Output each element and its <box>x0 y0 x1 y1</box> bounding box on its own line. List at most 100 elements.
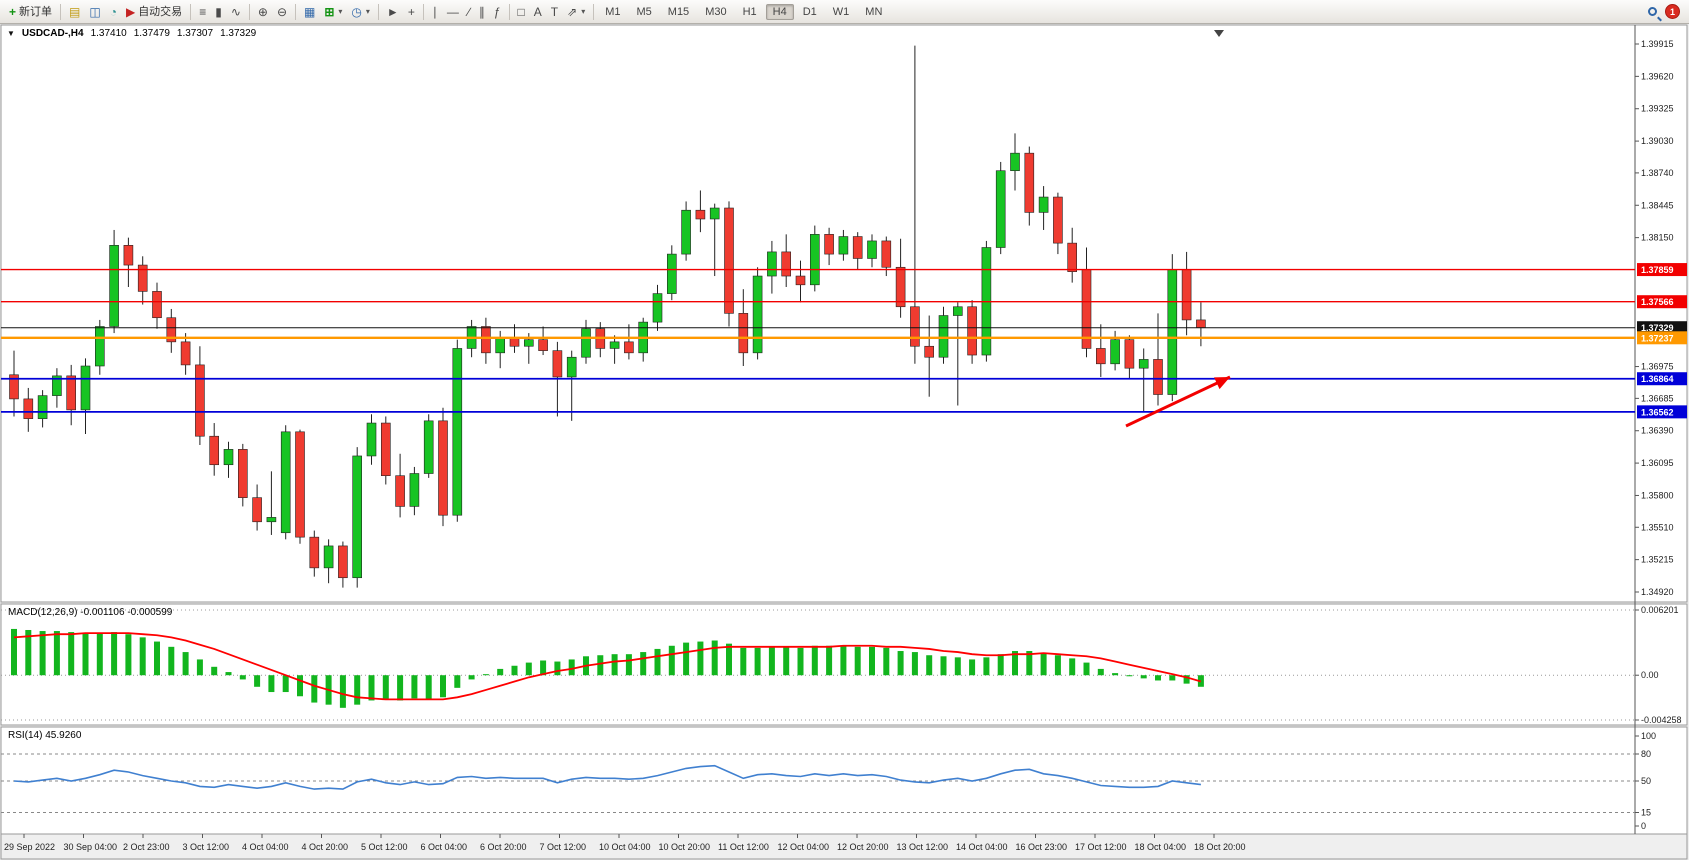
chart-window[interactable]: 1.39915 1.39620 1.39325 1.39030 1.38740 1.384… <box>0 24 1689 860</box>
support-line-1-badge: 1.36864 <box>1637 372 1687 386</box>
new-order-button[interactable]: + 新订单 <box>5 2 56 22</box>
price-axis[interactable]: 1.39915 1.39620 1.39325 1.39030 1.38740 1.384… <box>1635 39 1674 597</box>
price-axis-label: 1.39030 <box>1641 136 1674 146</box>
tile-windows-button[interactable]: ▦ <box>304 4 316 19</box>
time-axis-label: 7 Oct 12:00 <box>540 842 587 852</box>
price-axis-label: 1.39620 <box>1641 71 1674 81</box>
symbol-label: USDCAD-,H4 <box>21 28 84 39</box>
price-axis-label: 1.39915 <box>1641 39 1674 49</box>
price-axis-label: 1.35215 <box>1641 555 1674 565</box>
timeframe-button-mn[interactable]: MN <box>865 5 883 18</box>
toolbar-separator <box>377 3 379 20</box>
time-axis-label: 18 Oct 04:00 <box>1135 842 1187 852</box>
time-axis-label: 13 Oct 12:00 <box>897 842 949 852</box>
timeframe-button-m15[interactable]: M15 <box>667 5 690 18</box>
toolbar-separator <box>295 3 296 20</box>
macd-axis-label: 0.006201 <box>1641 605 1679 615</box>
cursor-tool-button[interactable]: ► <box>386 4 399 19</box>
resistance-line-2-badge: 1.37566 <box>1637 295 1687 309</box>
time-axis-label: 5 Oct 12:00 <box>361 842 408 852</box>
clock-icon: ◷ <box>351 4 362 19</box>
current-price-badge: 1.37329 <box>1637 321 1687 335</box>
bar-chart-mode-button[interactable]: ≡ <box>199 4 207 19</box>
toolbar-separator <box>422 3 424 20</box>
fibonacci-tool-button[interactable]: ƒ <box>493 4 501 19</box>
time-axis-label: 11 Oct 12:00 <box>718 842 769 852</box>
timeframe-button-h4[interactable]: H4 <box>765 3 794 20</box>
timeframe-button-h1[interactable]: H1 <box>742 5 757 18</box>
rsi-axis-label: 80 <box>1641 749 1651 759</box>
macd-indicator-label: MACD(12,26,9) -0.001106 -0.000599 <box>8 607 172 618</box>
auto-trading-label: 自动交易 <box>138 5 183 18</box>
macd-signal-line <box>13 632 1202 701</box>
pivot-line-badge: 1.37237 <box>1637 331 1687 345</box>
zoom-out-button[interactable]: ⊖ <box>276 4 287 19</box>
timeframe-button-m1[interactable]: M1 <box>605 5 621 18</box>
vertical-line-tool-button[interactable]: ∣ <box>431 4 438 19</box>
trendline-tool-button[interactable]: ∕ <box>467 4 470 19</box>
time-axis-label: 29 Sep 2022 <box>4 842 55 852</box>
svg-text:1.37237: 1.37237 <box>1641 333 1674 343</box>
chart-title: ▼ USDCAD-,H4 1.37410 1.37479 1.37307 1.3… <box>7 28 256 39</box>
chevron-down-icon: ▾ <box>365 6 370 16</box>
crosshair-tool-button[interactable]: + <box>407 4 415 19</box>
textbox-tool-button[interactable]: T <box>550 4 559 19</box>
channel-tool-button[interactable]: ∥ <box>478 4 485 19</box>
ohlc-high: 1.37479 <box>133 28 170 39</box>
time-axis-label: 3 Oct 12:00 <box>183 842 230 852</box>
auto-trading-button[interactable]: ▶ 自动交易 <box>122 2 186 22</box>
time-axis[interactable]: 29 Sep 2022 30 Sep 04:00 2 Oct 23:00 3 Oct … <box>4 834 1246 852</box>
trend-arrow-annotation[interactable] <box>1125 375 1231 428</box>
svg-text:1.37566: 1.37566 <box>1641 297 1674 307</box>
time-axis-label: 10 Oct 20:00 <box>659 842 711 852</box>
period-button[interactable]: ◷ ▾ <box>347 2 374 22</box>
time-axis-strip[interactable] <box>0 833 1688 860</box>
time-axis-label: 12 Oct 20:00 <box>837 842 889 852</box>
rsi-value: 45.9260 <box>45 730 82 741</box>
time-axis-label: 6 Oct 20:00 <box>480 842 527 852</box>
time-axis-label: 6 Oct 04:00 <box>421 842 468 852</box>
charts-button[interactable]: ▤ <box>69 4 81 19</box>
search-icon[interactable] <box>1648 7 1657 16</box>
price-axis-label: 1.38740 <box>1641 168 1674 178</box>
toolbar-separator <box>593 3 595 20</box>
rsi-axis[interactable]: 100 80 50 15 0 <box>1635 731 1656 831</box>
candlestick-mode-button[interactable]: ▮ <box>215 4 222 19</box>
horizontal-line-tool-button[interactable]: — <box>446 4 459 19</box>
zoom-in-button[interactable]: ⊕ <box>257 4 268 19</box>
price-axis-label: 1.34920 <box>1641 587 1674 597</box>
chart-canvas[interactable]: 1.39915 1.39620 1.39325 1.39030 1.38740 1.384… <box>0 24 1689 860</box>
new-order-label: 新订单 <box>19 5 53 18</box>
support-line-2-badge: 1.36562 <box>1637 405 1687 419</box>
time-axis-label: 18 Oct 20:00 <box>1194 842 1246 852</box>
chart-shift-marker-icon[interactable] <box>1214 30 1224 37</box>
svg-text:1.36562: 1.36562 <box>1641 407 1674 417</box>
time-axis-label: 12 Oct 04:00 <box>778 842 830 852</box>
timeframe-button-m30[interactable]: M30 <box>705 5 727 18</box>
chevron-down-icon: ▾ <box>338 6 343 16</box>
text-tool-button[interactable]: A <box>533 4 542 19</box>
rsi-line <box>13 764 1201 790</box>
macd-histogram <box>11 628 1204 708</box>
timeframe-button-m5[interactable]: M5 <box>636 5 652 18</box>
price-axis-label: 1.39325 <box>1641 104 1674 114</box>
timeframe-button-w1[interactable]: W1 <box>832 5 850 18</box>
add-indicator-button[interactable]: ⊞ ▾ <box>320 2 346 22</box>
alerts-button[interactable]: ◔ <box>109 4 117 19</box>
toolbar-separator <box>190 3 192 20</box>
symbol-caret-icon[interactable]: ▼ <box>7 29 15 38</box>
svg-text:1.36864: 1.36864 <box>1641 374 1674 384</box>
profiles-button[interactable]: ◫ <box>89 4 101 19</box>
shapes-tool-button[interactable]: □ <box>517 4 525 19</box>
rsi-axis-label: 100 <box>1641 731 1656 741</box>
price-axis-label: 1.38150 <box>1641 233 1674 243</box>
toolbar-right-group: 1 <box>1648 4 1684 19</box>
arrows-tool-icon: ⇗ <box>567 4 578 19</box>
notification-badge[interactable]: 1 <box>1665 4 1680 19</box>
time-axis-label: 16 Oct 23:00 <box>1016 842 1068 852</box>
line-chart-mode-button[interactable]: ∿ <box>230 4 241 19</box>
timeframe-button-d1[interactable]: D1 <box>802 5 817 18</box>
resistance-line-1-badge: 1.37859 <box>1637 263 1687 277</box>
chevron-down-icon: ▾ <box>581 6 586 16</box>
arrows-tool-button[interactable]: ⇗ ▾ <box>563 2 589 22</box>
